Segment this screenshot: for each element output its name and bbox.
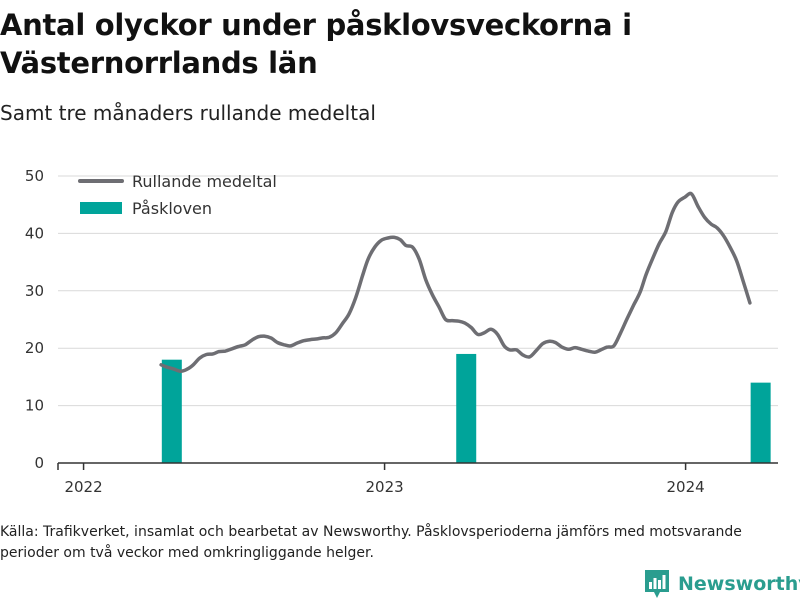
brand-name: Newsworthy	[678, 573, 800, 595]
line-series	[159, 191, 752, 373]
paskloven-bar	[750, 382, 771, 463]
grid-lines	[58, 175, 778, 407]
y-tick-label: 20	[25, 339, 44, 357]
bar-chart-logo-icon	[645, 570, 669, 598]
x-tick-label: 2022	[64, 478, 102, 495]
chart-area: 0 10 20 30 40 50 2022 2023 2024 Rullande medelta…	[25, 167, 778, 495]
y-tick-label: 50	[25, 167, 44, 185]
brand-logo[interactable]: Newsworthy	[644, 568, 800, 600]
y-tick-label: 30	[25, 282, 44, 300]
legend-label-line: Rullande medeltal	[132, 172, 277, 191]
x-tick-label: 2023	[365, 478, 403, 495]
legend-label-bar: Påskloven	[132, 199, 212, 218]
y-tick-label: 40	[25, 224, 44, 242]
bar-series	[161, 353, 771, 463]
y-tick-label: 10	[25, 397, 44, 415]
chart-subtitle: Samt tre månaders rullande medeltal	[0, 101, 376, 125]
rolling-average-line	[159, 191, 752, 373]
paskloven-bar	[456, 353, 477, 463]
y-tick-label: 0	[34, 454, 44, 472]
paskloven-bar	[161, 359, 182, 463]
chart-title: Antal olyckor under påsklovsveckorna i V…	[0, 8, 632, 80]
x-tick-label: 2024	[667, 478, 705, 495]
axes: 0 10 20 30 40 50 2022 2023 2024	[25, 167, 778, 495]
legend-bar-swatch	[80, 202, 122, 214]
source-note: Källa: Trafikverket, insamlat och bearbe…	[0, 524, 742, 561]
legend: Rullande medeltal Påskloven	[78, 172, 277, 218]
